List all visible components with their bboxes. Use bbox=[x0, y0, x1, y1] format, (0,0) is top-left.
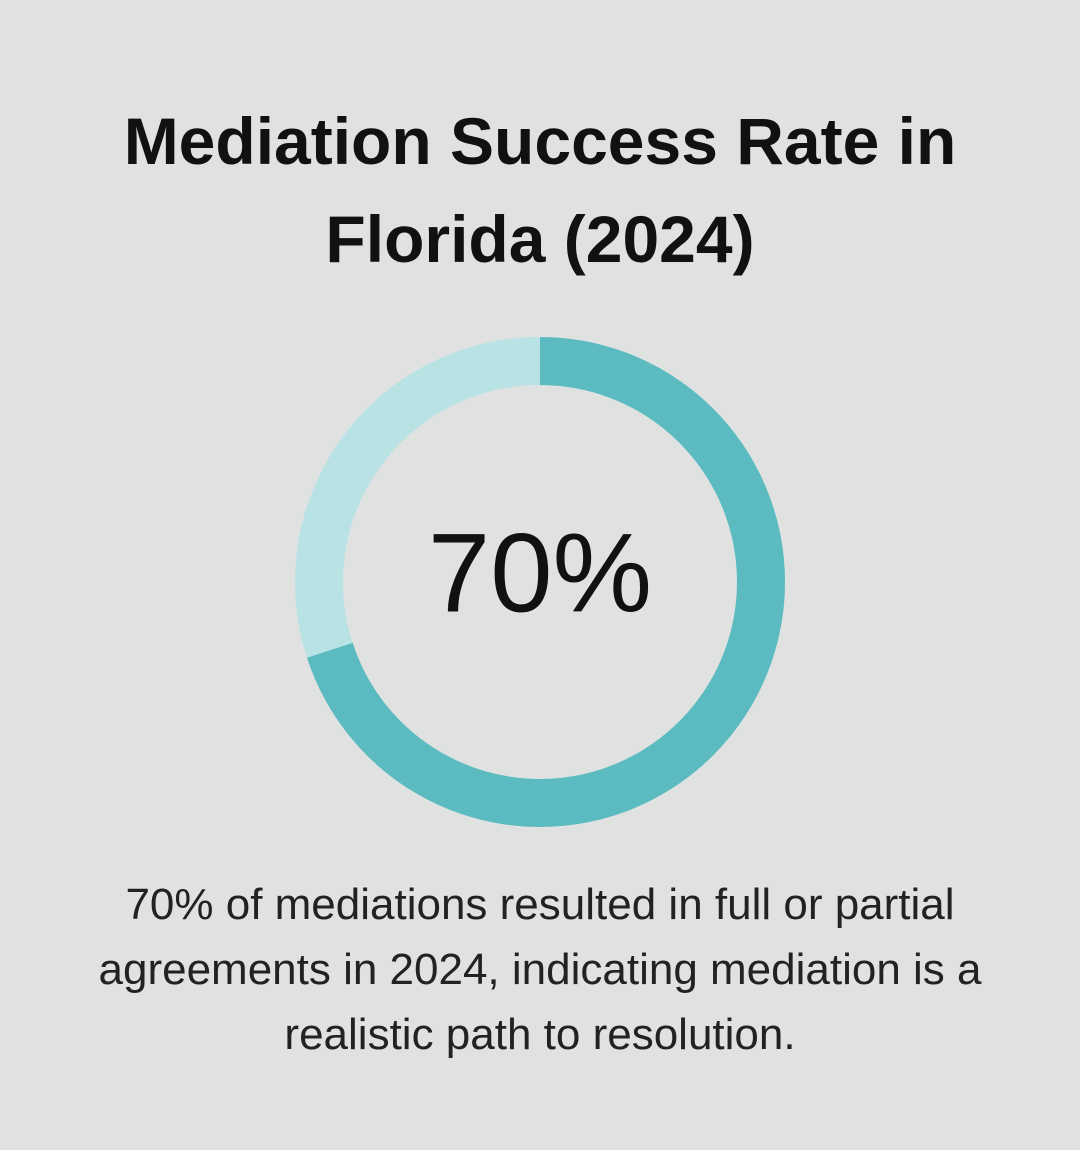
value-label: 70% bbox=[428, 511, 652, 636]
chart: 70% bbox=[295, 337, 785, 827]
caption: 70% of mediations resulted in full or pa… bbox=[98, 880, 982, 1059]
donut-segment bbox=[307, 337, 785, 827]
chart-title: Mediation Success Rate in Florida (2024) bbox=[123, 104, 957, 276]
